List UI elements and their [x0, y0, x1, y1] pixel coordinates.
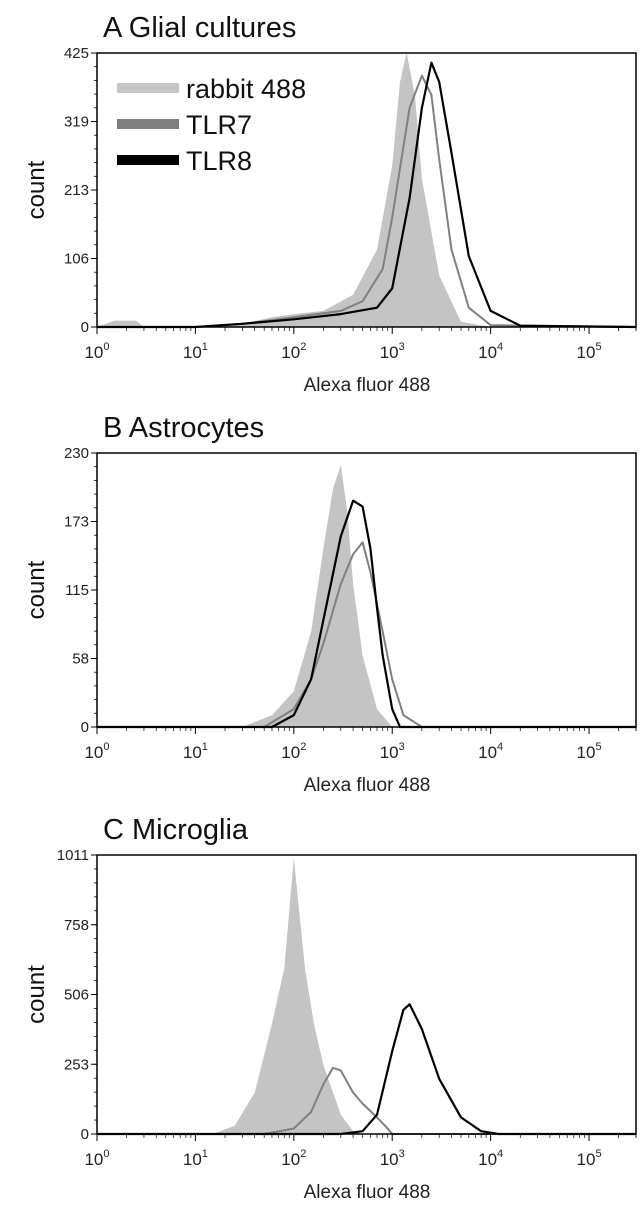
y-axis-label: count: [23, 560, 50, 619]
x-tick-label: 104: [478, 1148, 503, 1169]
y-tick-label: 213: [64, 182, 89, 199]
x-tick-label: 100: [84, 1148, 109, 1169]
x-tick-label: 102: [281, 741, 306, 762]
y-tick-label: 173: [64, 514, 89, 531]
y-tick-label: 230: [64, 445, 89, 462]
x-tick-label: 101: [183, 1148, 208, 1169]
x-tick-label: 100: [84, 741, 109, 762]
series-area-rabbit-488: [97, 858, 636, 1134]
series-line-tlr7: [97, 1066, 636, 1135]
panel-0: A Glial cultures 0 106 213 319 425 100 101 102 10…: [23, 12, 637, 396]
x-tick-label: 105: [577, 341, 602, 362]
legend-label: TLR7: [186, 110, 252, 140]
y-tick-label: 0: [81, 719, 89, 736]
x-axis-label: Alexa fluor 488: [304, 1182, 431, 1203]
x-axis-label: Alexa fluor 488: [304, 375, 431, 396]
y-axis-label: count: [23, 965, 50, 1024]
panel-title: A Glial cultures: [103, 12, 296, 44]
x-tick-label: 104: [478, 341, 503, 362]
y-tick-label: 106: [64, 251, 89, 268]
panel-2: C Microglia 0 253 506 758 1011 100 101 102 103 104…: [23, 814, 637, 1203]
y-tick-label: 506: [64, 987, 89, 1004]
plot-frame: [96, 854, 637, 1135]
legend-swatch: [117, 155, 179, 165]
y-tick-label: 0: [81, 1126, 89, 1143]
x-tick-label: 101: [183, 741, 208, 762]
x-tick-label: 100: [84, 341, 109, 362]
panel-1: B Astrocytes 0 58 115 173 230 100 101 102 103 104 1…: [23, 412, 637, 796]
x-tick-label: 103: [380, 741, 405, 762]
y-tick-label: 115: [65, 582, 89, 599]
series-area-rabbit-488: [97, 464, 636, 727]
y-tick-label: 1011: [57, 847, 89, 864]
y-tick-label: 0: [81, 319, 89, 336]
y-tick-label: 58: [72, 651, 89, 668]
x-tick-label: 104: [478, 741, 503, 762]
x-tick-label: 103: [380, 341, 405, 362]
legend-swatch: [117, 119, 179, 129]
series-line-tlr8: [97, 499, 636, 729]
x-tick-label: 102: [281, 1148, 306, 1169]
x-tick-label: 101: [183, 341, 208, 362]
legend-label: rabbit 488: [186, 74, 306, 104]
series-line-tlr7: [97, 541, 636, 728]
y-axis-label: count: [23, 160, 50, 219]
y-tick-label: 319: [64, 114, 89, 131]
x-axis-label: Alexa fluor 488: [304, 775, 431, 796]
x-tick-label: 105: [577, 1148, 602, 1169]
series-area-rabbit-488: [97, 53, 636, 327]
panel-title: B Astrocytes: [103, 412, 264, 444]
x-tick-label: 105: [577, 741, 602, 762]
legend: rabbit 488 TLR7 TLR8: [117, 74, 306, 176]
legend-label: TLR8: [186, 146, 252, 176]
x-tick-label: 102: [281, 341, 306, 362]
series-line-tlr8: [97, 1003, 636, 1136]
panel-title: C Microglia: [103, 814, 249, 846]
y-tick-label: 253: [64, 1056, 89, 1073]
legend-swatch: [117, 83, 179, 93]
series-line-tlr8: [97, 61, 637, 329]
y-tick-label: 758: [64, 917, 89, 934]
x-tick-label: 103: [380, 1148, 405, 1169]
y-tick-label: 425: [64, 45, 89, 62]
